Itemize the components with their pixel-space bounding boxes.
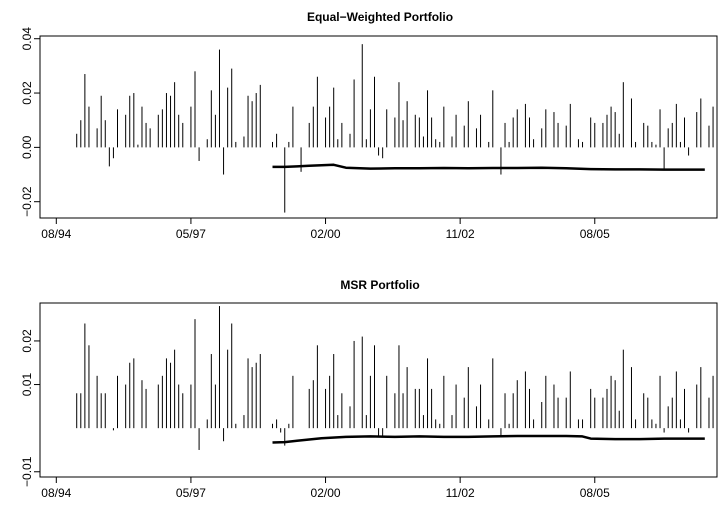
equal-weighted-panel: Equal−Weighted Portfolio −0.02 0.00 0.02 0.… xyxy=(20,10,718,241)
x-tick-label: 11/02 xyxy=(446,227,475,241)
trend-lines xyxy=(272,434,705,444)
y-tick-label: 0.00 xyxy=(20,135,34,159)
x-axis: 08/94 05/97 02/00 11/02 08/05 xyxy=(41,218,610,241)
trend-line xyxy=(272,163,705,171)
panel-title: MSR Portfolio xyxy=(340,278,419,292)
x-tick-label: 11/02 xyxy=(446,486,475,500)
return-bars xyxy=(76,306,714,450)
x-tick-label: 08/05 xyxy=(580,227,610,241)
y-tick-label: 0.01 xyxy=(20,373,34,397)
x-tick-label: 08/94 xyxy=(41,227,71,241)
x-tick-label: 05/97 xyxy=(176,486,206,500)
plot-frame xyxy=(39,302,718,478)
x-tick-label: 08/94 xyxy=(41,486,71,500)
x-axis: 08/94 05/97 02/00 11/02 08/05 xyxy=(41,477,610,500)
plot-frame xyxy=(39,35,718,219)
x-tick-label: 05/97 xyxy=(176,227,206,241)
y-axis: −0.01 0.01 0.02 xyxy=(20,329,40,487)
y-tick-label: 0.04 xyxy=(20,27,34,51)
return-bars xyxy=(76,44,714,213)
x-tick-label: 02/00 xyxy=(311,227,341,241)
x-tick-label: 02/00 xyxy=(311,486,341,500)
panel-title: Equal−Weighted Portfolio xyxy=(307,10,453,24)
y-tick-label: 0.02 xyxy=(20,329,34,353)
y-tick-label: −0.01 xyxy=(20,456,34,487)
x-tick-label: 08/05 xyxy=(580,486,610,500)
trend-lines xyxy=(272,163,705,171)
msr-panel: MSR Portfolio −0.01 0.01 0.02 08/94 05/97 02… xyxy=(20,278,718,500)
y-tick-label: 0.02 xyxy=(20,81,34,105)
y-axis: −0.02 0.00 0.02 0.04 xyxy=(20,27,40,217)
trend-line xyxy=(272,434,705,444)
y-tick-label: −0.02 xyxy=(20,186,34,217)
